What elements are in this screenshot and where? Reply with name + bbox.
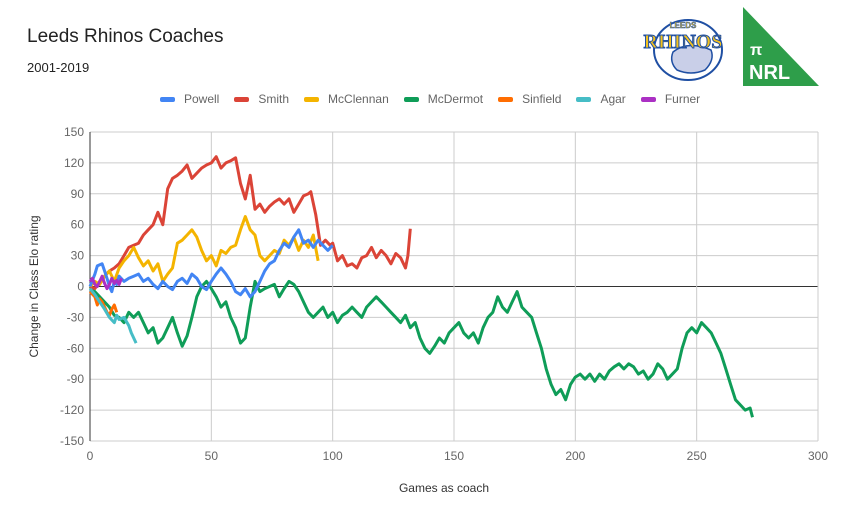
svg-text:π: π <box>750 42 762 59</box>
x-tick-label: 100 <box>323 449 343 463</box>
series-line-agar[interactable] <box>88 287 138 344</box>
y-tick-label: -30 <box>67 310 85 324</box>
legend-label: Smith <box>258 92 290 106</box>
x-tick-label: 300 <box>808 449 828 463</box>
legend-item-mcclennan[interactable]: McClennan <box>304 92 389 106</box>
legend-swatch <box>576 96 592 102</box>
y-tick-label: 90 <box>71 187 85 201</box>
legend-swatch <box>160 96 175 102</box>
y-tick-label: 120 <box>64 156 84 170</box>
y-tick-label: -120 <box>60 403 84 417</box>
legend-item-mcdermot[interactable]: McDermot <box>403 92 484 106</box>
y-tick-label: -60 <box>67 341 85 355</box>
y-tick-label: 30 <box>71 249 85 263</box>
y-axis-title: Change in Class Elo rating <box>27 215 41 357</box>
y-tick-label: 0 <box>77 280 84 294</box>
chart-legend: Powell Smith McClennan McDermot Sinfield Agar… <box>160 92 715 106</box>
x-tick-label: 250 <box>687 449 707 463</box>
leeds-rhinos-logo: LEEDS RHINOS <box>643 19 723 81</box>
x-tick-label: 0 <box>87 449 94 463</box>
svg-text:NRL: NRL <box>749 62 790 84</box>
y-tick-label: -90 <box>67 372 85 386</box>
y-tick-label: -150 <box>60 434 84 448</box>
legend-swatch <box>304 96 320 102</box>
legend-label: McClennan <box>328 92 389 106</box>
legend-label: Powell <box>184 92 220 106</box>
y-tick-label: 150 <box>64 125 84 139</box>
pi-nrl-logo: π NRL <box>743 7 819 86</box>
x-tick-label: 50 <box>205 449 219 463</box>
series-line-mcdermot[interactable] <box>88 279 754 418</box>
svg-text:RHINOS: RHINOS <box>644 31 723 53</box>
legend-label: McDermot <box>427 92 484 106</box>
series-line-furner[interactable] <box>88 274 123 291</box>
svg-text:LEEDS: LEEDS <box>670 21 697 30</box>
x-tick-label: 150 <box>444 449 464 463</box>
y-tick-label: 60 <box>71 218 85 232</box>
series-line-mcclennan[interactable] <box>88 215 320 288</box>
chart-title: Leeds Rhinos Coaches <box>27 26 224 47</box>
series-line-smith[interactable] <box>89 155 412 291</box>
series-line-powell[interactable] <box>88 228 334 299</box>
legend-item-sinfield[interactable]: Sinfield <box>498 92 561 106</box>
legend-swatch <box>234 96 250 102</box>
x-tick-label: 200 <box>565 449 585 463</box>
legend-label: Sinfield <box>522 92 562 106</box>
legend-label: Agar <box>600 92 626 106</box>
legend-label: Furner <box>664 92 701 106</box>
legend-item-smith[interactable]: Smith <box>234 92 289 106</box>
legend-swatch <box>498 96 514 102</box>
legend-item-agar[interactable]: Agar <box>576 92 626 106</box>
legend-swatch <box>640 96 656 102</box>
x-axis-title: Games as coach <box>399 481 489 495</box>
legend-item-powell[interactable]: Powell <box>160 92 219 106</box>
legend-swatch <box>403 96 419 102</box>
legend-item-furner[interactable]: Furner <box>640 92 701 106</box>
chart-subtitle: 2001-2019 <box>27 60 90 75</box>
